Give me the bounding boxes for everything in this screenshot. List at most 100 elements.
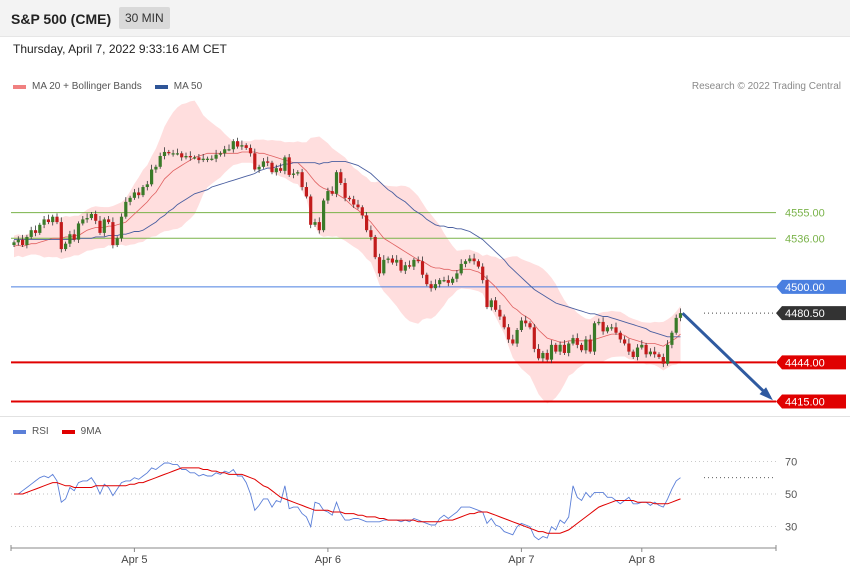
candle-body <box>33 230 38 233</box>
candle-body <box>502 316 506 328</box>
candle-body <box>382 259 386 274</box>
candle-body <box>193 157 197 159</box>
candle-body <box>150 169 154 185</box>
ma50-line <box>14 160 681 338</box>
legend-ma20: MA 20 + Bollinger Bands <box>13 81 142 92</box>
candle-body <box>158 156 162 167</box>
candle-body <box>266 161 270 163</box>
candle-body <box>485 280 489 308</box>
candle-body <box>580 344 584 351</box>
candle-body <box>29 230 33 237</box>
candle-body <box>455 273 459 279</box>
legend-ma50: MA 50 <box>154 81 202 92</box>
candle-body <box>94 214 98 221</box>
candle-body <box>59 222 63 250</box>
candle-body <box>89 214 93 219</box>
candle-body <box>64 243 68 250</box>
candle-body <box>197 157 201 161</box>
interval-badge[interactable]: 30 MIN <box>119 7 170 29</box>
candle-body <box>446 280 450 283</box>
rsi-tick-label: 70 <box>785 456 797 468</box>
candle-body <box>614 327 618 333</box>
candle-body <box>429 284 433 289</box>
chart-header: S&P 500 (CME) 30 MIN <box>0 0 850 37</box>
candle-body <box>657 354 661 357</box>
candle-body <box>442 280 446 282</box>
legend-9ma-label: 9MA <box>80 426 102 437</box>
candle-body <box>549 344 554 360</box>
candle-body <box>102 219 106 233</box>
candle-body <box>180 153 184 158</box>
candle-body <box>128 197 132 202</box>
candle-body <box>201 158 205 161</box>
candle-body <box>322 200 326 231</box>
candle-body <box>627 343 631 352</box>
candle-body <box>343 182 347 198</box>
candle-body <box>369 230 373 237</box>
candle-body <box>85 218 89 220</box>
candle-body <box>386 258 390 260</box>
candle-body <box>184 156 188 158</box>
candle-body <box>640 344 644 348</box>
candle-body <box>21 239 25 246</box>
level-label-4444.00: 4444.00 <box>785 357 825 369</box>
candle-body <box>279 168 283 171</box>
candle-body <box>274 168 278 173</box>
level-tag-support <box>776 394 846 409</box>
forecast-arrow-head <box>759 387 773 401</box>
level-tag-support <box>776 355 846 370</box>
candle-body <box>494 300 498 310</box>
candle-body <box>227 149 231 151</box>
candle-body <box>210 158 214 160</box>
candle-body <box>588 339 592 352</box>
candle-body <box>240 145 244 147</box>
candle-body <box>248 147 253 154</box>
rsi-legend: RSI 9MA <box>13 426 114 437</box>
candle-body <box>661 356 665 364</box>
candle-body <box>408 265 412 267</box>
candle-body <box>68 234 72 244</box>
level-label-4480.50: 4480.50 <box>785 308 825 320</box>
candle-body <box>420 261 425 275</box>
candle-body <box>356 204 360 208</box>
legend-ma50-swatch <box>154 84 168 89</box>
candle-body <box>257 166 261 170</box>
ma20-line <box>13 151 681 347</box>
bollinger-band-area <box>14 100 681 404</box>
candle-body <box>154 166 158 170</box>
candle-body <box>635 347 640 357</box>
candle-body <box>472 258 476 262</box>
candle-body <box>72 234 76 240</box>
legend-rsi: RSI <box>13 426 49 437</box>
candle-body <box>678 313 683 318</box>
candle-body <box>188 156 192 158</box>
credit-text: Research © 2022 Trading Central <box>691 81 841 92</box>
candle-body <box>618 332 622 340</box>
candle-body <box>119 216 124 239</box>
candle-body <box>605 327 609 332</box>
candle-body <box>631 351 635 357</box>
candle-body <box>352 199 356 205</box>
rsi-line <box>14 462 681 541</box>
legend-9ma-swatch <box>61 429 75 434</box>
candle-body <box>218 153 222 155</box>
candle-body <box>498 309 502 317</box>
candle-body <box>592 323 597 352</box>
candle-body <box>115 238 119 246</box>
candle-body <box>111 222 115 246</box>
candle-body <box>300 172 304 188</box>
candle-body <box>205 158 210 160</box>
candle-body <box>575 338 579 345</box>
candle-body <box>567 343 571 353</box>
legend-ma20-label: MA 20 + Bollinger Bands <box>32 81 142 92</box>
legend-9ma: 9MA <box>61 426 102 437</box>
candle-body <box>124 201 128 217</box>
candle-body <box>511 339 515 344</box>
x-tick-label: Apr 5 <box>121 554 147 566</box>
candle-body <box>317 222 321 231</box>
candle-body <box>537 348 541 359</box>
candle-body <box>313 222 317 225</box>
candle-body <box>433 284 437 289</box>
candle-body <box>132 192 136 198</box>
